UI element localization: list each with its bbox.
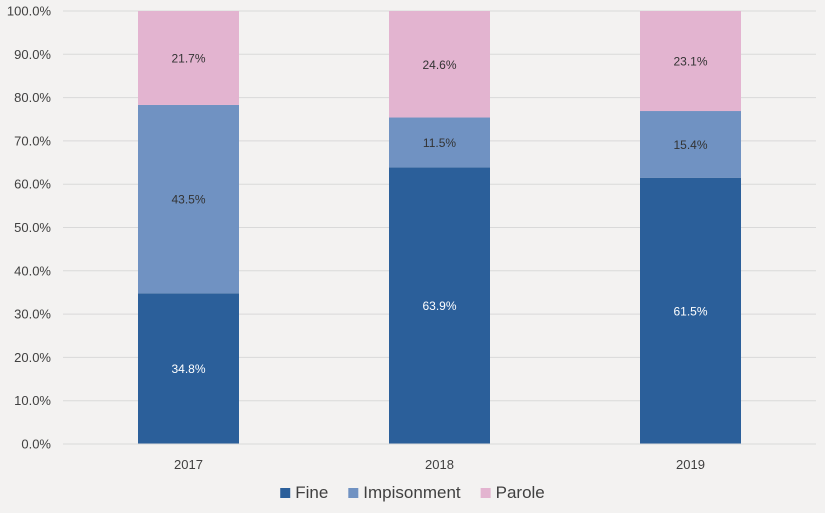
y-tick-label: 0.0% [21, 437, 51, 452]
y-tick-label: 10.0% [14, 393, 51, 408]
data-label: 63.9% [422, 299, 456, 313]
data-label: 43.5% [171, 193, 205, 207]
data-label: 24.6% [422, 58, 456, 72]
data-label: 21.7% [171, 51, 205, 65]
legend-label: Parole [496, 483, 545, 502]
legend-swatch-parole [480, 488, 491, 498]
bar-segment-fine [138, 293, 239, 444]
legend-swatch-fine [280, 488, 291, 498]
data-label: 15.4% [673, 138, 707, 152]
bar-segment-parole [640, 11, 741, 112]
data-label: 23.1% [673, 55, 707, 69]
data-label: 61.5% [673, 304, 707, 318]
y-tick-label: 90.0% [14, 47, 51, 62]
bar-segment-impisonment [640, 111, 741, 178]
x-tick-label: 2017 [174, 457, 203, 472]
legend-swatch-impisonment [348, 488, 359, 498]
y-tick-label: 40.0% [14, 263, 51, 278]
y-tick-label: 30.0% [14, 307, 51, 322]
bar-segment-impisonment [138, 104, 239, 294]
y-tick-label: 50.0% [14, 220, 51, 235]
legend-label: Impisonment [363, 483, 461, 502]
y-tick-label: 70.0% [14, 133, 51, 148]
y-tick-label: 100.0% [7, 4, 52, 19]
data-label: 34.8% [171, 362, 205, 376]
bar-segment-parole [389, 11, 490, 118]
legend-label: Fine [295, 483, 328, 502]
bar-segment-fine [640, 177, 741, 444]
bar-segment-fine [389, 167, 490, 445]
y-tick-label: 80.0% [14, 90, 51, 105]
data-label: 11.5% [423, 136, 456, 150]
y-tick-label: 60.0% [14, 177, 51, 192]
bar-segment-parole [138, 11, 239, 105]
bar-segment-impisonment [389, 117, 490, 168]
x-tick-label: 2019 [676, 457, 705, 472]
x-tick-label: 2018 [425, 457, 454, 472]
y-tick-label: 20.0% [14, 350, 51, 365]
